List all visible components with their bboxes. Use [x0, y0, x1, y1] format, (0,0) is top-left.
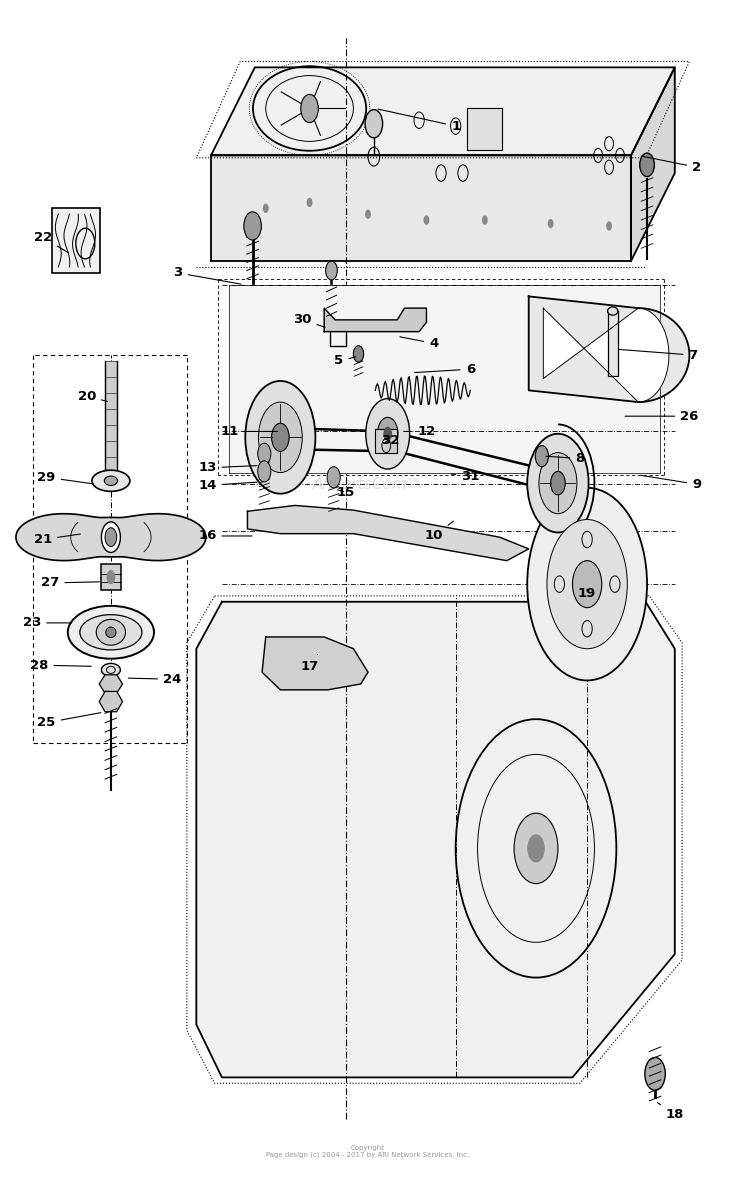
- Circle shape: [263, 204, 269, 214]
- Text: 22: 22: [34, 231, 68, 253]
- Circle shape: [258, 402, 302, 472]
- Text: Copyright
Page design (c) 2004 - 2017 by ARI Network Services, Inc.: Copyright Page design (c) 2004 - 2017 by…: [266, 1145, 470, 1158]
- Circle shape: [539, 453, 577, 513]
- Circle shape: [423, 216, 429, 224]
- Circle shape: [366, 399, 410, 468]
- Text: 6: 6: [414, 362, 475, 375]
- Text: 3: 3: [174, 267, 241, 284]
- Text: 24: 24: [128, 673, 182, 686]
- Text: AriPartsCom™: AriPartsCom™: [313, 477, 423, 492]
- Circle shape: [527, 434, 589, 532]
- Text: 7: 7: [619, 348, 698, 361]
- Circle shape: [548, 218, 553, 228]
- Ellipse shape: [68, 605, 154, 658]
- Text: 16: 16: [198, 530, 252, 543]
- Polygon shape: [324, 308, 426, 332]
- Circle shape: [272, 424, 289, 452]
- Polygon shape: [99, 691, 123, 712]
- Text: 2: 2: [641, 156, 701, 173]
- Text: 20: 20: [77, 389, 107, 402]
- Text: 19: 19: [578, 586, 596, 599]
- Polygon shape: [211, 67, 675, 156]
- Ellipse shape: [92, 470, 130, 491]
- Circle shape: [105, 527, 117, 546]
- Ellipse shape: [79, 615, 142, 650]
- Ellipse shape: [96, 620, 126, 645]
- Ellipse shape: [106, 627, 116, 637]
- Circle shape: [327, 466, 340, 487]
- Circle shape: [307, 198, 313, 208]
- Polygon shape: [262, 637, 368, 690]
- Text: 13: 13: [198, 461, 257, 474]
- Polygon shape: [543, 308, 669, 402]
- Circle shape: [383, 427, 392, 441]
- FancyBboxPatch shape: [101, 564, 121, 590]
- Text: 8: 8: [546, 452, 584, 465]
- Circle shape: [378, 418, 398, 451]
- Ellipse shape: [102, 663, 121, 676]
- Circle shape: [535, 446, 548, 466]
- Text: 4: 4: [400, 336, 439, 349]
- FancyBboxPatch shape: [375, 430, 397, 453]
- Circle shape: [527, 834, 545, 863]
- Polygon shape: [99, 675, 123, 693]
- Text: 11: 11: [220, 425, 277, 438]
- Polygon shape: [211, 156, 631, 261]
- Circle shape: [606, 221, 612, 230]
- Ellipse shape: [105, 476, 118, 485]
- Text: 10: 10: [425, 522, 453, 543]
- Circle shape: [258, 461, 271, 481]
- Circle shape: [514, 813, 558, 884]
- Text: 18: 18: [657, 1102, 684, 1121]
- Polygon shape: [197, 602, 675, 1077]
- Text: 31: 31: [451, 470, 479, 483]
- Text: 30: 30: [293, 314, 325, 327]
- Circle shape: [107, 570, 116, 584]
- Circle shape: [573, 560, 602, 608]
- Circle shape: [365, 110, 383, 138]
- Text: 23: 23: [23, 616, 71, 629]
- Text: 14: 14: [198, 479, 257, 492]
- Circle shape: [547, 519, 627, 649]
- Text: 27: 27: [41, 577, 99, 590]
- Text: 21: 21: [34, 533, 80, 546]
- Circle shape: [353, 346, 364, 362]
- Text: 26: 26: [625, 409, 698, 422]
- Circle shape: [102, 522, 121, 552]
- Circle shape: [301, 94, 319, 123]
- Polygon shape: [16, 513, 206, 560]
- Text: 25: 25: [38, 713, 101, 729]
- Circle shape: [551, 471, 565, 494]
- Text: 15: 15: [337, 486, 355, 499]
- Text: 9: 9: [641, 476, 701, 491]
- Polygon shape: [229, 284, 660, 472]
- Text: 12: 12: [403, 425, 436, 438]
- Text: 28: 28: [30, 658, 91, 671]
- Circle shape: [245, 381, 316, 493]
- FancyBboxPatch shape: [608, 312, 618, 375]
- Circle shape: [325, 261, 337, 280]
- Ellipse shape: [608, 307, 618, 315]
- Circle shape: [365, 210, 371, 218]
- Polygon shape: [105, 361, 117, 472]
- Polygon shape: [631, 67, 675, 261]
- Text: 17: 17: [300, 655, 319, 673]
- Text: 5: 5: [334, 354, 355, 367]
- Text: 1: 1: [378, 109, 460, 132]
- Polygon shape: [528, 296, 690, 402]
- Polygon shape: [247, 505, 528, 560]
- Circle shape: [640, 153, 654, 177]
- Text: 29: 29: [38, 471, 93, 484]
- FancyBboxPatch shape: [467, 109, 502, 150]
- Circle shape: [482, 216, 488, 224]
- FancyBboxPatch shape: [52, 209, 100, 273]
- Circle shape: [645, 1057, 665, 1090]
- Circle shape: [258, 444, 271, 465]
- Circle shape: [244, 212, 261, 240]
- Text: 32: 32: [381, 434, 399, 447]
- Circle shape: [527, 487, 647, 681]
